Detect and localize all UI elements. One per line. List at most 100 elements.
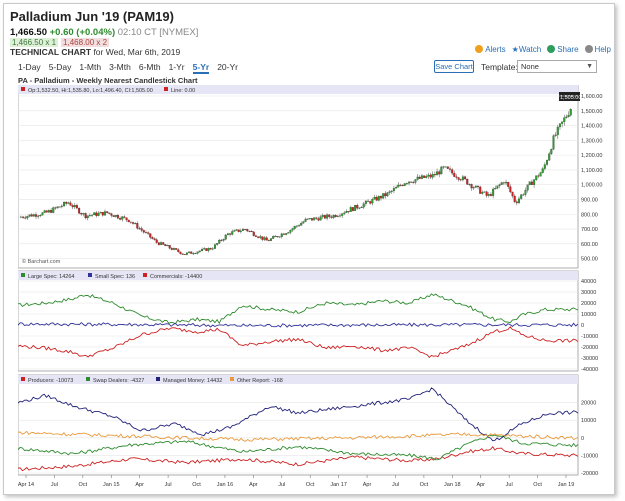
tab-6-mth[interactable]: 6-Mth bbox=[138, 62, 161, 72]
candle-body bbox=[367, 200, 370, 202]
candle-body bbox=[364, 200, 367, 204]
candle-body bbox=[201, 249, 204, 251]
candle-body bbox=[205, 248, 208, 251]
save-chart-button[interactable]: Save Chart bbox=[434, 60, 474, 73]
help-link[interactable]: Help bbox=[584, 45, 611, 54]
cot2-series-swap-dealers bbox=[17, 434, 579, 461]
tab-1-mth[interactable]: 1-Mth bbox=[79, 62, 102, 72]
candle-body bbox=[160, 242, 163, 245]
candle-body bbox=[287, 232, 290, 234]
candle-body bbox=[80, 213, 83, 215]
alerts-link[interactable]: Alerts bbox=[475, 45, 506, 54]
xtick-label: Jul bbox=[51, 482, 58, 488]
candle-body bbox=[153, 238, 156, 240]
candle-body bbox=[569, 109, 572, 116]
candle-body bbox=[151, 237, 154, 239]
watch-link[interactable]: ★Watch bbox=[512, 45, 542, 54]
candle-body bbox=[511, 191, 514, 197]
candle-body bbox=[386, 192, 389, 197]
candle-body bbox=[399, 184, 402, 186]
candle-body bbox=[339, 215, 342, 217]
candle-body bbox=[67, 202, 70, 204]
candle-body bbox=[69, 202, 72, 206]
candle-body bbox=[351, 207, 354, 211]
candle-body bbox=[546, 160, 549, 165]
candle-body bbox=[377, 196, 380, 201]
cot2-ytick: -10000 bbox=[581, 453, 598, 459]
last-price-label: 1,505.00 bbox=[560, 95, 581, 101]
candle-body bbox=[103, 211, 106, 216]
candle-body bbox=[392, 188, 395, 192]
candle-body bbox=[188, 251, 191, 253]
candle-body bbox=[416, 176, 419, 180]
tab-1-yr[interactable]: 1-Yr bbox=[168, 62, 185, 72]
candle-body bbox=[522, 194, 525, 196]
candle-body bbox=[535, 175, 538, 180]
template-select[interactable]: None ▼ bbox=[517, 60, 597, 73]
candle-body bbox=[19, 216, 22, 218]
candle-body bbox=[274, 236, 277, 238]
candle-body bbox=[132, 222, 135, 224]
candle-body bbox=[332, 215, 335, 218]
candle-body bbox=[289, 230, 292, 233]
share-link[interactable]: Share bbox=[547, 45, 579, 54]
candle-body bbox=[533, 179, 536, 185]
candle-body bbox=[220, 239, 223, 241]
candle-body bbox=[379, 196, 382, 199]
candle-body bbox=[224, 234, 227, 240]
producers-swatch bbox=[21, 377, 25, 381]
candle-body bbox=[123, 216, 126, 218]
candle-body bbox=[524, 190, 527, 195]
watch-label: Watch bbox=[518, 45, 542, 54]
chart-svg[interactable]: Op:1,532.50, Hi:1,535.80, Lo:1,496.40, C… bbox=[17, 84, 610, 490]
candle-body bbox=[500, 182, 503, 185]
candle-body bbox=[241, 229, 244, 231]
candle-body bbox=[520, 194, 523, 199]
tab-1-day[interactable]: 1-Day bbox=[18, 62, 41, 72]
xtick-label: Jan 16 bbox=[217, 482, 234, 488]
candle-body bbox=[82, 213, 85, 215]
tab-5-yr[interactable]: 5-Yr bbox=[192, 62, 210, 74]
candle-body bbox=[50, 210, 53, 213]
chart-area[interactable]: Op:1,532.50, Hi:1,535.80, Lo:1,496.40, C… bbox=[17, 84, 610, 490]
candle-body bbox=[32, 214, 35, 217]
candle-body bbox=[550, 149, 553, 154]
cot1-ytick: 10000 bbox=[581, 312, 596, 318]
candle-body bbox=[323, 215, 326, 219]
candle-body bbox=[149, 233, 152, 238]
page-title: Palladium Jun '19 (PAM19) bbox=[10, 9, 174, 24]
candle-body bbox=[244, 229, 247, 230]
cot1-series-small-spec bbox=[17, 321, 579, 328]
candle-body bbox=[427, 174, 430, 177]
candle-body bbox=[37, 215, 40, 217]
tab-5-day[interactable]: 5-Day bbox=[48, 62, 72, 72]
candle-body bbox=[73, 205, 76, 208]
candle-body bbox=[280, 233, 283, 237]
candle-body bbox=[95, 212, 98, 216]
tab-20-yr[interactable]: 20-Yr bbox=[217, 62, 238, 72]
candle-body bbox=[181, 253, 184, 255]
candle-body bbox=[190, 251, 193, 254]
candle-body bbox=[347, 211, 350, 213]
candle-body bbox=[408, 181, 411, 184]
managed-legend: Managed Money: 14432 bbox=[163, 378, 222, 384]
candle-body bbox=[78, 207, 81, 214]
candle-body bbox=[425, 176, 428, 178]
cot2-ytick: 0 bbox=[581, 436, 584, 442]
chart-title: PA - Palladium - Weekly Nearest Candlest… bbox=[18, 76, 198, 85]
cot2-series-producers bbox=[17, 446, 579, 472]
candle-body bbox=[250, 231, 253, 233]
candle-body bbox=[410, 181, 413, 183]
candle-body bbox=[246, 229, 249, 232]
swap-legend: Swap Dealers: -4327 bbox=[93, 378, 144, 384]
candle-body bbox=[22, 216, 25, 218]
candle-body bbox=[496, 185, 499, 189]
candle-body bbox=[84, 213, 87, 219]
last-price: 1,466.50 bbox=[10, 27, 47, 38]
tab-3-mth[interactable]: 3-Mth bbox=[109, 62, 131, 72]
candle-body bbox=[313, 217, 316, 221]
candle-body bbox=[121, 216, 124, 220]
candle-body bbox=[136, 223, 139, 229]
managed-swatch bbox=[156, 377, 160, 381]
candle-body bbox=[470, 184, 473, 189]
